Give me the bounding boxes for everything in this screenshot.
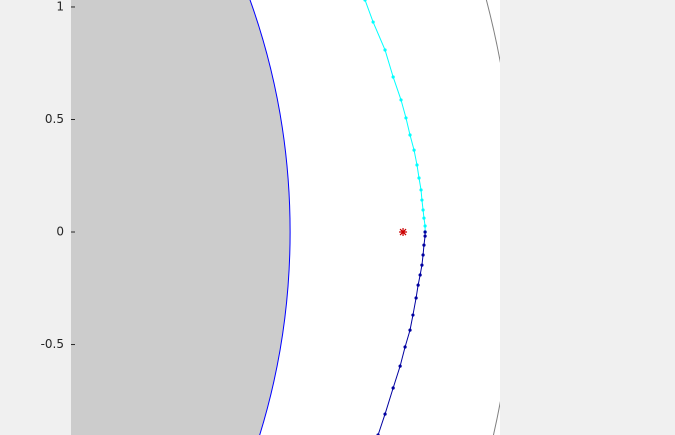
point-marker [411,313,415,317]
point-marker [398,364,402,368]
point-marker [423,234,427,238]
point-marker [391,75,395,79]
point-marker [423,230,427,234]
point-marker [403,345,407,349]
point-marker [419,188,423,192]
star-marker [399,228,408,237]
y-tick-label: 0.5 [45,112,64,126]
point-marker [408,133,412,137]
plot-content [71,0,500,435]
point-marker [391,386,395,390]
point-marker [421,253,425,257]
point-marker [416,283,420,287]
point-marker [399,98,403,102]
point-marker [415,163,419,167]
point-marker [404,116,408,120]
point-marker [420,263,424,267]
y-tick-label: 0 [56,225,64,239]
point-marker [422,216,426,220]
point-marker [363,0,367,2]
point-marker [422,243,426,247]
point-marker [414,296,418,300]
y-tick-label: -0.5 [41,337,64,351]
point-marker [417,176,421,180]
point-marker [420,198,424,202]
point-marker [423,224,427,228]
point-marker [418,273,422,277]
trajectory-line [364,0,426,233]
point-marker [408,328,412,332]
point-marker [371,20,375,24]
point-marker [383,412,387,416]
body-circle [71,0,291,435]
y-tick-label: 1 [56,0,64,14]
point-marker [383,48,387,52]
point-marker [421,208,425,212]
point-marker [412,148,416,152]
